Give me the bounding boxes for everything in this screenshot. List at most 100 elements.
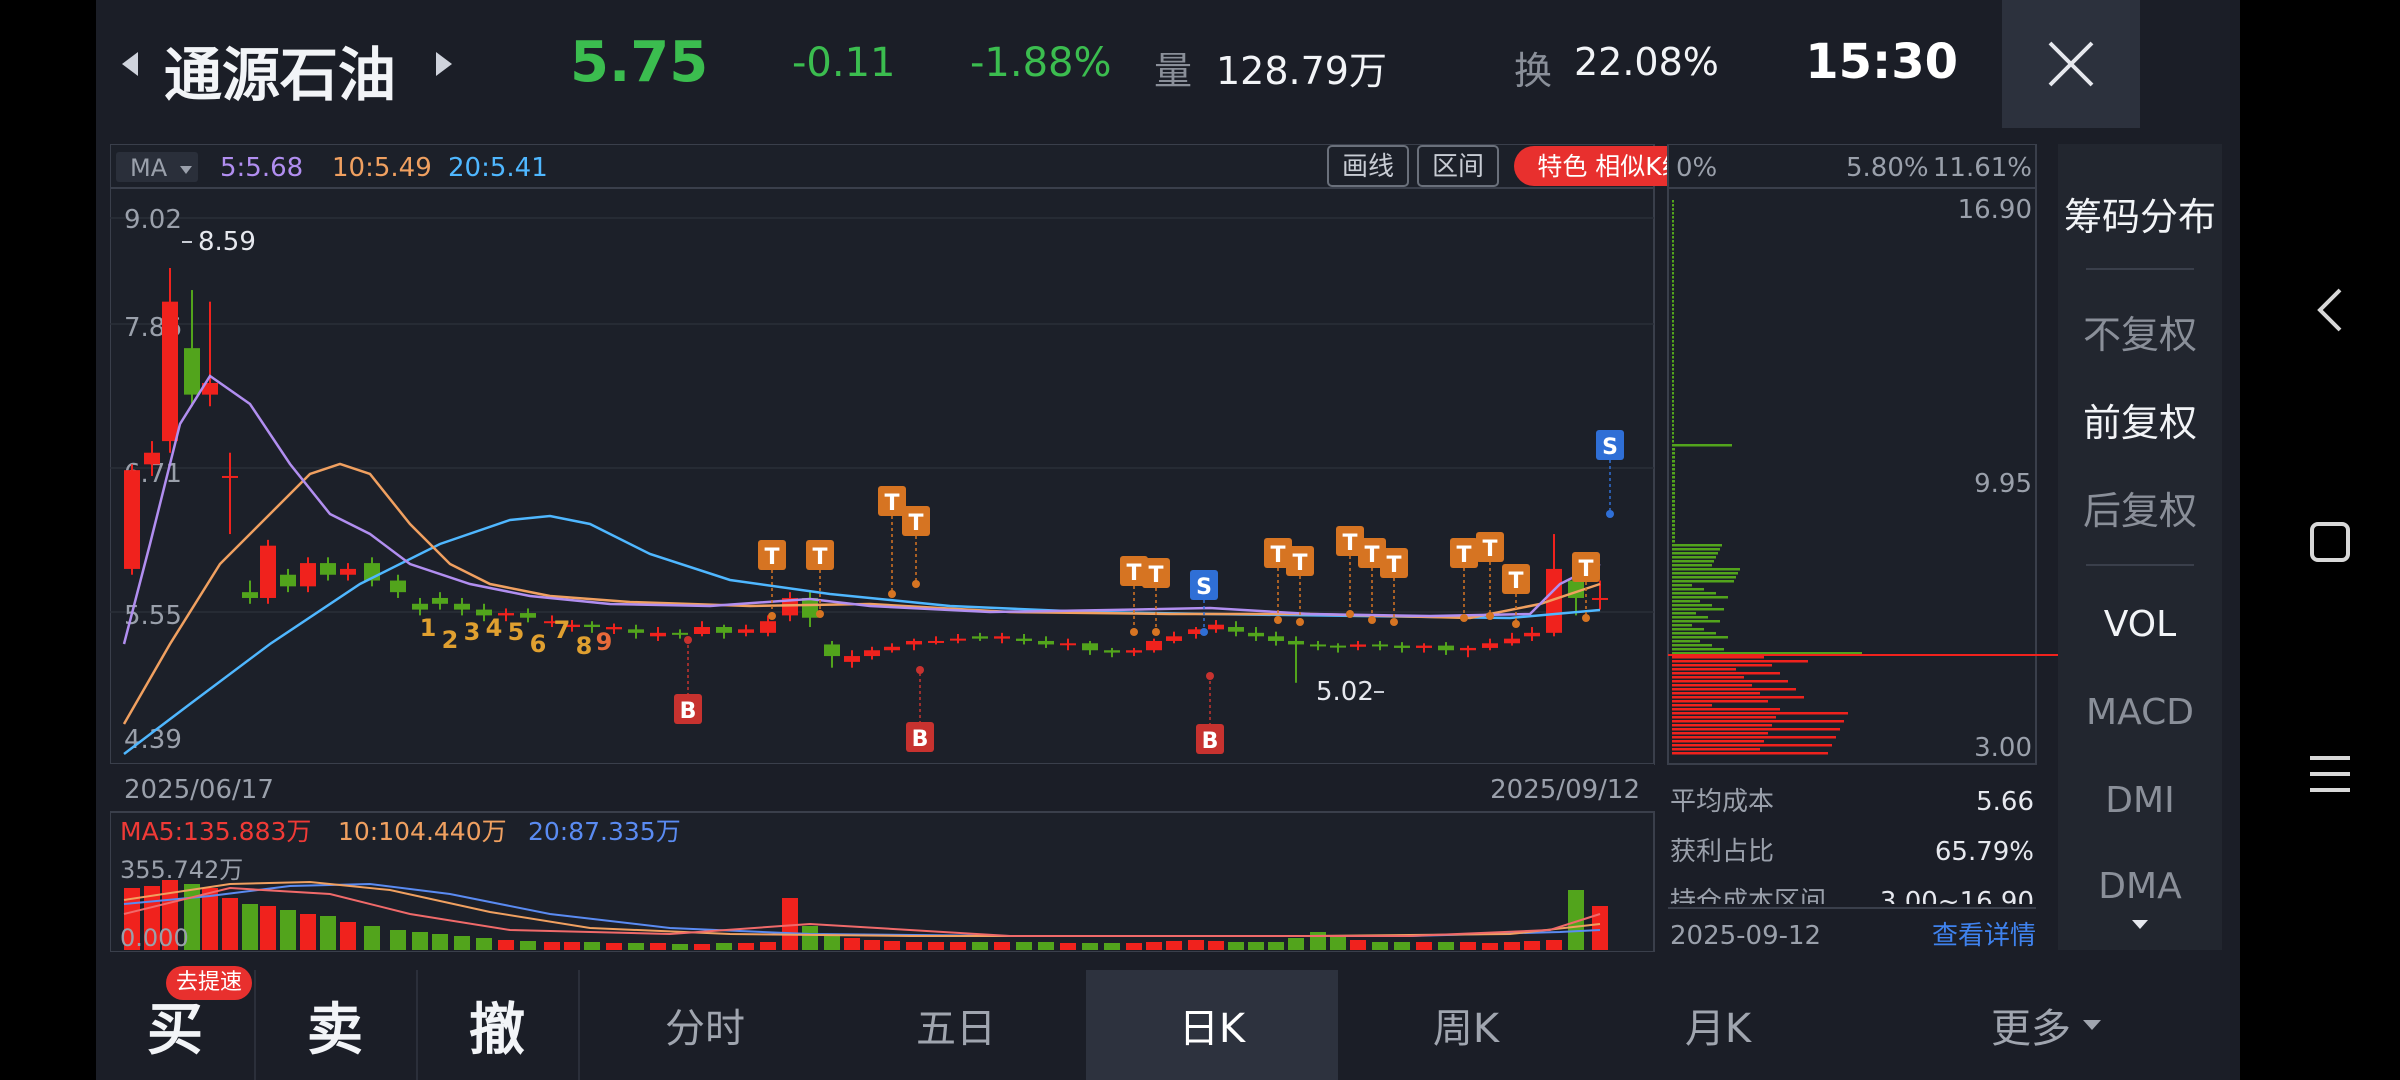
turnover-value: 22.08% [1574,40,1719,84]
chip-bar [1672,708,1780,711]
chip-bar [1672,608,1724,611]
sell-button[interactable]: 卖 [256,970,414,1080]
cancel-order-button[interactable]: 撤 [418,970,576,1080]
volume-bar [738,943,754,950]
volume-bar [994,942,1010,950]
candlestick [1524,627,1540,641]
draw-line-button[interactable] [1327,145,1409,187]
chip-bar [1672,388,1674,391]
chip-bar [1672,480,1675,483]
chip-bar [1672,500,1675,503]
more-tab[interactable]: 更多 [1956,970,2136,1080]
volume-bar [184,884,200,950]
tab-weekly-k[interactable]: 周K [1432,1006,1500,1052]
close-button[interactable] [2002,0,2140,128]
chip-bar [1672,576,1736,579]
tab-monthly-k[interactable]: 月K [1684,1006,1752,1052]
chip-bar [1672,416,1674,419]
signal-s: S [1596,430,1624,518]
chip-bar [1672,644,1712,647]
candlestick [844,650,860,668]
candlestick [1482,638,1498,651]
candlestick [242,580,258,604]
stock-name[interactable]: 通源石油 [164,41,397,109]
adjust-backward[interactable]: 后复权 [2082,489,2197,533]
candlestick [564,620,580,632]
chip-bar [1672,700,1768,703]
chip-distribution-panel[interactable] [1667,144,2037,765]
volume-bar [260,906,276,950]
candlestick [906,638,922,651]
indicator-macd[interactable]: MACD [2086,692,2194,733]
chip-distribution-title[interactable]: 筹码分布 [2063,195,2216,239]
volume-bar [1268,942,1284,950]
signal-t: T [878,486,906,598]
kline-chart-area[interactable]: MA 5:5.68 10:5.49 20:5.41 画线 区间 特色 相似K线 … [110,144,2096,952]
chip-bar [1672,716,1776,719]
next-stock-icon[interactable] [436,52,452,76]
candlestick [1394,642,1410,653]
chip-bar [1672,616,1708,619]
chip-bar [1672,220,1674,223]
tab-daily-k[interactable]: 日K [1086,970,1338,1080]
y-label-5.55: 5.55 [124,601,182,631]
low-price-label: 5.02 [1316,677,1374,707]
back-icon[interactable] [2300,280,2360,340]
speed-up-badge[interactable]: 去提速 [166,966,252,1000]
chip-bar [1672,308,1674,311]
chip-bar [1672,728,1840,731]
chip-bars [1672,200,1862,755]
indicator-vol[interactable]: VOL [2103,604,2177,645]
candlestick [340,563,356,581]
chip-price-top: 16.90 [1958,195,2032,225]
adjust-none[interactable]: 不复权 [2082,313,2197,357]
chip-bar [1672,736,1836,739]
volume-bar [864,940,880,950]
chip-bar [1672,696,1804,699]
chip-bar [1672,656,1764,659]
adjust-forward[interactable]: 前复权 [2082,401,2197,445]
candlestick [544,615,560,628]
range-button[interactable] [1417,145,1499,187]
tab-five-day[interactable]: 五日 [916,1006,996,1052]
chip-bar [1672,456,1675,459]
indicator-dmi[interactable]: DMI [2105,780,2175,821]
candlestick [1372,640,1388,651]
view-details-link[interactable]: 查看详情 [1932,921,2036,951]
indicator-dma[interactable]: DMA [2098,866,2182,907]
chip-bar [1672,256,1674,259]
candlestick [1504,632,1520,646]
home-icon[interactable] [2300,512,2360,572]
chip-bar [1672,564,1712,567]
volume-bar [1592,906,1608,950]
svg-text:T: T [1342,531,1357,556]
volume-bar [672,944,688,950]
svg-text:T: T [812,545,827,570]
chip-bar [1672,224,1674,227]
chevron-down-icon[interactable] [2132,920,2148,929]
chip-bar [1672,692,1760,695]
candlestick [864,646,880,660]
ma-selector-label[interactable]: MA [130,154,168,182]
candlestick [184,290,200,407]
tab-intraday[interactable]: 分时 [665,1006,745,1052]
chip-bar [1672,744,1832,747]
candlestick [390,574,406,598]
signal-t: T [902,506,930,588]
candlestick [606,623,622,634]
chip-bar [1672,280,1674,283]
ma-selector[interactable] [116,152,198,182]
candlestick [520,608,536,623]
volume-bar [412,932,428,950]
prev-stock-icon[interactable] [122,52,138,76]
candlestick [1228,621,1244,637]
chip-bar [1672,404,1674,407]
volume-bar [1394,942,1410,950]
menu-icon[interactable] [2300,744,2360,804]
chip-bar [1672,376,1674,379]
ma20-legend: 20:5.41 [448,153,548,183]
buy-button[interactable]: 买 [96,970,254,1080]
chip-bar [1672,568,1740,571]
svg-text:T: T [1126,561,1141,586]
candlestick [1460,645,1476,658]
